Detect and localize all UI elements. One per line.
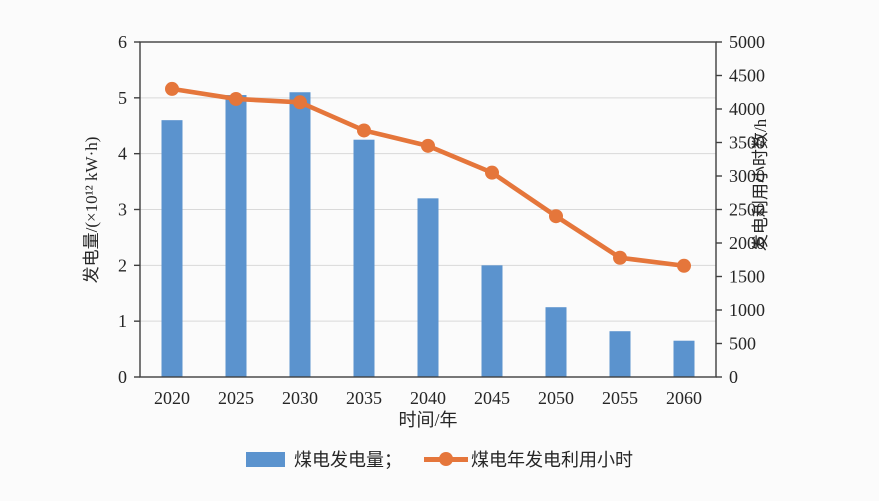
legend-bar-label: 煤电发电量；	[294, 450, 402, 470]
right-tick-label-4500: 4500	[729, 66, 765, 86]
bar-2050	[545, 307, 567, 377]
right-tick-label-1500: 1500	[729, 267, 765, 287]
legend-line-swatch	[424, 452, 468, 466]
x-tick-label-2060: 2060	[666, 388, 702, 408]
right-tick-label-5000: 5000	[729, 32, 765, 52]
right-tick-label-500: 500	[729, 334, 756, 354]
right-tick-label-2500: 2500	[729, 200, 765, 220]
left-tick-label-5: 5	[118, 88, 127, 108]
bar-2030	[289, 92, 311, 377]
line-point-2035	[357, 123, 371, 138]
bar-2020	[161, 120, 183, 378]
x-tick-label-2035: 2035	[346, 388, 382, 408]
left-tick-label-4: 4	[118, 144, 127, 164]
x-tick-label-2025: 2025	[218, 388, 254, 408]
legend-line-marker-dot	[439, 452, 453, 466]
right-axis-title: 发电利用小时数/h	[751, 118, 770, 251]
right-tick-label-3000: 3000	[729, 166, 765, 186]
right-tick-label-2000: 2000	[729, 233, 765, 253]
legend-line-label: 煤电年发电利用小时	[471, 450, 633, 470]
legend-bar-swatch	[246, 451, 285, 467]
bar-2035	[353, 139, 375, 377]
bars-group	[161, 92, 695, 378]
legend: 煤电发电量； 煤电年发电利用小时	[0, 444, 879, 474]
line-point-2050	[549, 209, 563, 224]
right-tick-label-1000: 1000	[729, 300, 765, 320]
x-tick-label-2055: 2055	[602, 388, 638, 408]
left-axis-title: 发电量/(×10¹² kW·h)	[82, 137, 101, 284]
line-point-2055	[613, 250, 627, 265]
left-tick-label-3: 3	[118, 200, 127, 220]
line-point-2040	[421, 138, 435, 153]
left-tick-label-6: 6	[118, 32, 127, 52]
x-tick-label-2040: 2040	[410, 388, 446, 408]
right-tick-label-3500: 3500	[729, 133, 765, 153]
x-tick-label-2045: 2045	[474, 388, 510, 408]
line-point-2030	[293, 95, 307, 110]
bar-2055	[609, 331, 631, 377]
bar-2060	[673, 340, 695, 377]
x-tick-label-2030: 2030	[282, 388, 318, 408]
line-point-2060	[677, 258, 691, 273]
bar-2045	[481, 265, 503, 377]
ticks-group: 0 1 2 3 4 5 6 0 500 1000 1500 2000 2500 3000 3500 4000 4…	[118, 32, 765, 408]
line-point-2025	[229, 91, 243, 106]
right-tick-label-0: 0	[729, 367, 738, 387]
bar-2040	[417, 198, 439, 377]
line-series-group	[165, 81, 691, 273]
x-tick-label-2050: 2050	[538, 388, 574, 408]
line-point-2045	[485, 165, 499, 180]
left-tick-label-2: 2	[118, 255, 127, 275]
x-axis-title: 时间/年	[398, 410, 457, 430]
left-tick-label-0: 0	[118, 367, 127, 387]
line-point-2020	[165, 81, 179, 96]
x-tick-label-2020: 2020	[154, 388, 190, 408]
right-tick-label-4000: 4000	[729, 99, 765, 119]
left-tick-label-1: 1	[118, 311, 127, 331]
bar-2025	[225, 95, 247, 378]
